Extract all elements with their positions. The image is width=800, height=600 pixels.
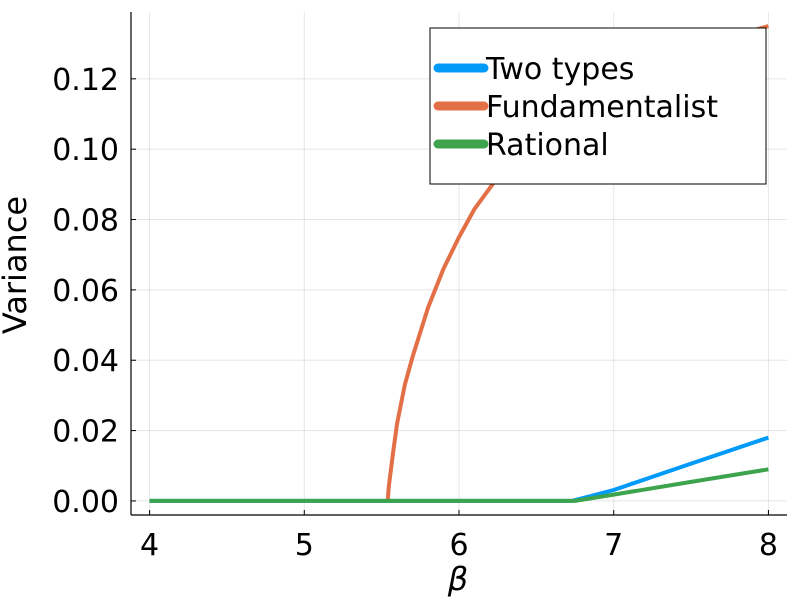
x-tick-label: 6 xyxy=(449,528,468,563)
x-tick-label: 8 xyxy=(759,528,778,563)
x-tick-label: 4 xyxy=(140,528,159,563)
legend-label: Two types xyxy=(485,52,634,87)
x-ticks: 4 5 6 7 8 xyxy=(140,510,778,563)
x-tick-label: 5 xyxy=(295,528,314,563)
x-axis-label: β xyxy=(447,560,468,598)
y-tick-label: 0.12 xyxy=(52,63,119,98)
y-tick-label: 0.06 xyxy=(52,274,119,309)
y-tick-label: 0.00 xyxy=(52,485,119,520)
legend-label: Rational xyxy=(486,128,609,163)
y-tick-label: 0.10 xyxy=(52,133,119,168)
x-tick-label: 7 xyxy=(604,528,623,563)
y-ticks: 0.00 0.02 0.04 0.06 0.08 0.10 0.12 xyxy=(52,63,136,520)
series-line-rational xyxy=(149,467,769,503)
y-tick-label: 0.02 xyxy=(52,415,119,450)
y-tick-label: 0.08 xyxy=(52,204,119,239)
y-axis-label: Variance xyxy=(0,196,34,334)
y-tick-label: 0.04 xyxy=(52,344,119,379)
legend-label: Fundamentalist xyxy=(486,90,718,125)
